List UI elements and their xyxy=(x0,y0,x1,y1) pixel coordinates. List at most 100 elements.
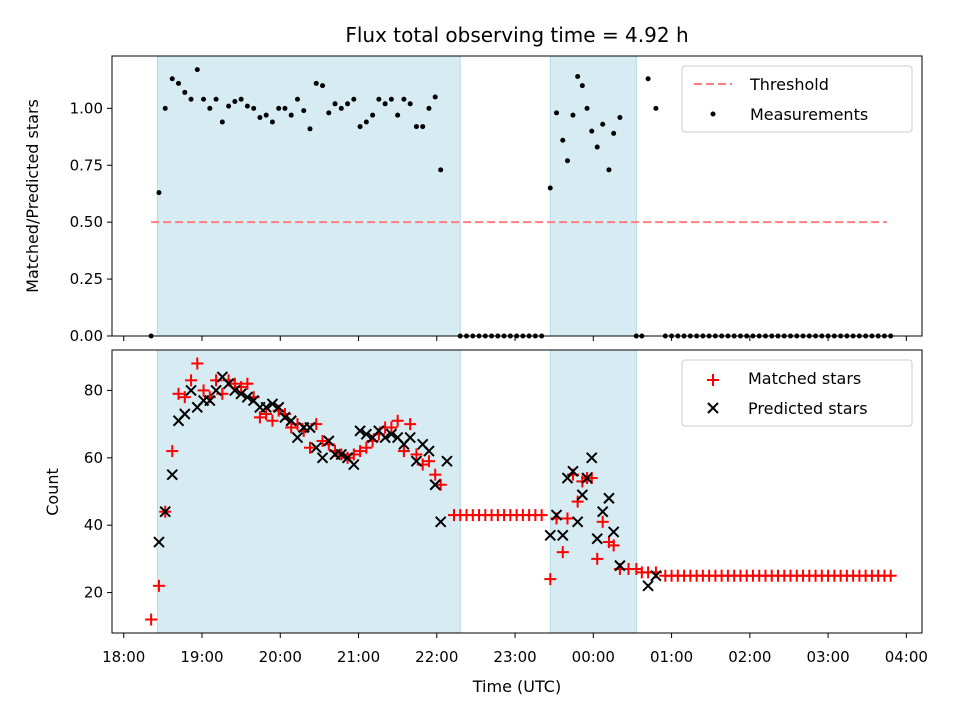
legend-predicted-label: Predicted stars xyxy=(748,399,868,418)
measurement-point xyxy=(257,114,263,120)
measurement-point xyxy=(420,124,426,130)
measurement-point xyxy=(162,105,168,111)
matched-stars-point xyxy=(884,569,897,582)
measurement-point xyxy=(169,76,175,82)
measurement-point xyxy=(579,83,585,89)
matched-stars-point xyxy=(596,515,609,528)
predicted-stars-point xyxy=(567,465,579,477)
matched-stars-point xyxy=(556,546,569,559)
predicted-stars-point xyxy=(266,398,279,410)
predicted-stars-point xyxy=(291,431,304,444)
y-tick-label: 40 xyxy=(84,516,103,534)
measurement-point xyxy=(357,124,363,130)
ratio-legend-box xyxy=(681,65,913,133)
predicted-stars-point xyxy=(591,532,603,545)
predicted-stars-point xyxy=(557,529,569,542)
matched-stars-point xyxy=(429,468,442,481)
predicted-stars-point xyxy=(354,425,366,437)
y-tick-label: 0.00 xyxy=(70,327,103,345)
x-axis-label: Time (UTC) xyxy=(472,677,561,696)
matched-stars-point xyxy=(422,455,435,468)
y-tick-label: 0.25 xyxy=(70,270,103,288)
measurement-point xyxy=(201,96,207,102)
predicted-stars-point xyxy=(586,452,598,464)
matched-stars-point xyxy=(607,539,620,552)
predicted-stars-point xyxy=(576,489,589,501)
measurement-point xyxy=(294,96,300,102)
y-tick-label: 20 xyxy=(84,584,103,602)
measurement-point xyxy=(584,105,590,111)
measurement-point xyxy=(575,73,581,79)
measurement-point xyxy=(226,103,232,109)
count-legend: Matched stars Predicted stars xyxy=(681,359,913,427)
measurement-point xyxy=(213,96,219,102)
measurement-point xyxy=(617,114,623,120)
y-tick-label: 0.50 xyxy=(70,213,103,231)
measurement-point xyxy=(351,96,357,102)
predicted-stars-point xyxy=(260,401,272,413)
predicted-stars-point xyxy=(423,445,435,457)
x-tick-label: 23:00 xyxy=(493,648,536,666)
measurement-point xyxy=(288,112,294,118)
x-tick-label: 20:00 xyxy=(259,648,302,666)
matched-stars-point xyxy=(197,384,210,397)
measurement-point xyxy=(382,101,388,107)
matched-stars-point xyxy=(571,495,584,508)
chart-title: Flux total observing time = 4.92 h xyxy=(345,23,688,47)
predicted-stars-point xyxy=(385,428,398,440)
measurement-point xyxy=(547,185,553,191)
matched-stars-point xyxy=(391,414,404,427)
measurement-point xyxy=(564,158,570,164)
predicted-stars-point xyxy=(379,431,391,444)
matched-stars-point xyxy=(228,377,241,390)
x-tick-label: 04:00 xyxy=(885,648,928,666)
matched-stars-point xyxy=(404,418,417,431)
predicted-stars-point xyxy=(348,458,360,471)
predicted-stars-point xyxy=(571,516,584,528)
predicted-stars-point xyxy=(360,428,373,440)
ratio-panel-frame xyxy=(111,55,923,337)
predicted-stars-point xyxy=(596,506,609,518)
predicted-stars-point xyxy=(429,479,441,491)
measurement-point xyxy=(326,110,332,116)
legend-matched-label: Matched stars xyxy=(748,369,861,388)
matched-stars-point xyxy=(410,448,423,461)
measurement-point xyxy=(238,96,244,102)
measurement-point xyxy=(554,110,560,116)
predicted-stars-point xyxy=(210,384,222,397)
measurement-point xyxy=(207,105,213,111)
ratio-y-axis-label: Matched/Predicted stars xyxy=(23,99,42,293)
matched-stars-point xyxy=(172,387,185,400)
x-tick-label: 22:00 xyxy=(415,648,458,666)
measurement-point xyxy=(263,112,269,118)
predicted-stars-point xyxy=(642,580,654,592)
measurement-point xyxy=(363,119,369,125)
predicted-stars-point xyxy=(614,559,626,572)
ratio-legend: Threshold Measurements xyxy=(681,65,913,133)
matched-stars-point xyxy=(260,408,273,421)
x-tick-label: 18:00 xyxy=(102,648,145,666)
measurement-point xyxy=(653,105,659,111)
y-tick-label: 60 xyxy=(84,449,103,467)
matched-stars-point xyxy=(191,357,204,370)
measurement-point xyxy=(432,94,438,100)
predicted-stars-point xyxy=(241,391,254,403)
count-panel-frame xyxy=(111,349,923,634)
matched-stars-point xyxy=(266,414,279,427)
x-tick-label: 03:00 xyxy=(806,648,849,666)
predicted-stars-point xyxy=(650,570,662,582)
predicted-stars-point xyxy=(310,441,322,454)
y-tick-label: 0.75 xyxy=(70,156,103,174)
measurement-point xyxy=(600,121,606,127)
matched-stars-point xyxy=(535,509,548,522)
measurement-point xyxy=(244,103,250,109)
measurement-point xyxy=(370,112,376,118)
matched-stars-point xyxy=(397,445,410,458)
predicted-stars-point xyxy=(285,415,297,427)
x-tick-label: 00:00 xyxy=(572,648,615,666)
predicted-stars-point xyxy=(603,492,615,504)
observing-window-band xyxy=(549,55,637,337)
predicted-stars-point xyxy=(159,506,171,518)
legend-predicted-swatch xyxy=(707,402,719,414)
measurement-point xyxy=(219,119,225,125)
